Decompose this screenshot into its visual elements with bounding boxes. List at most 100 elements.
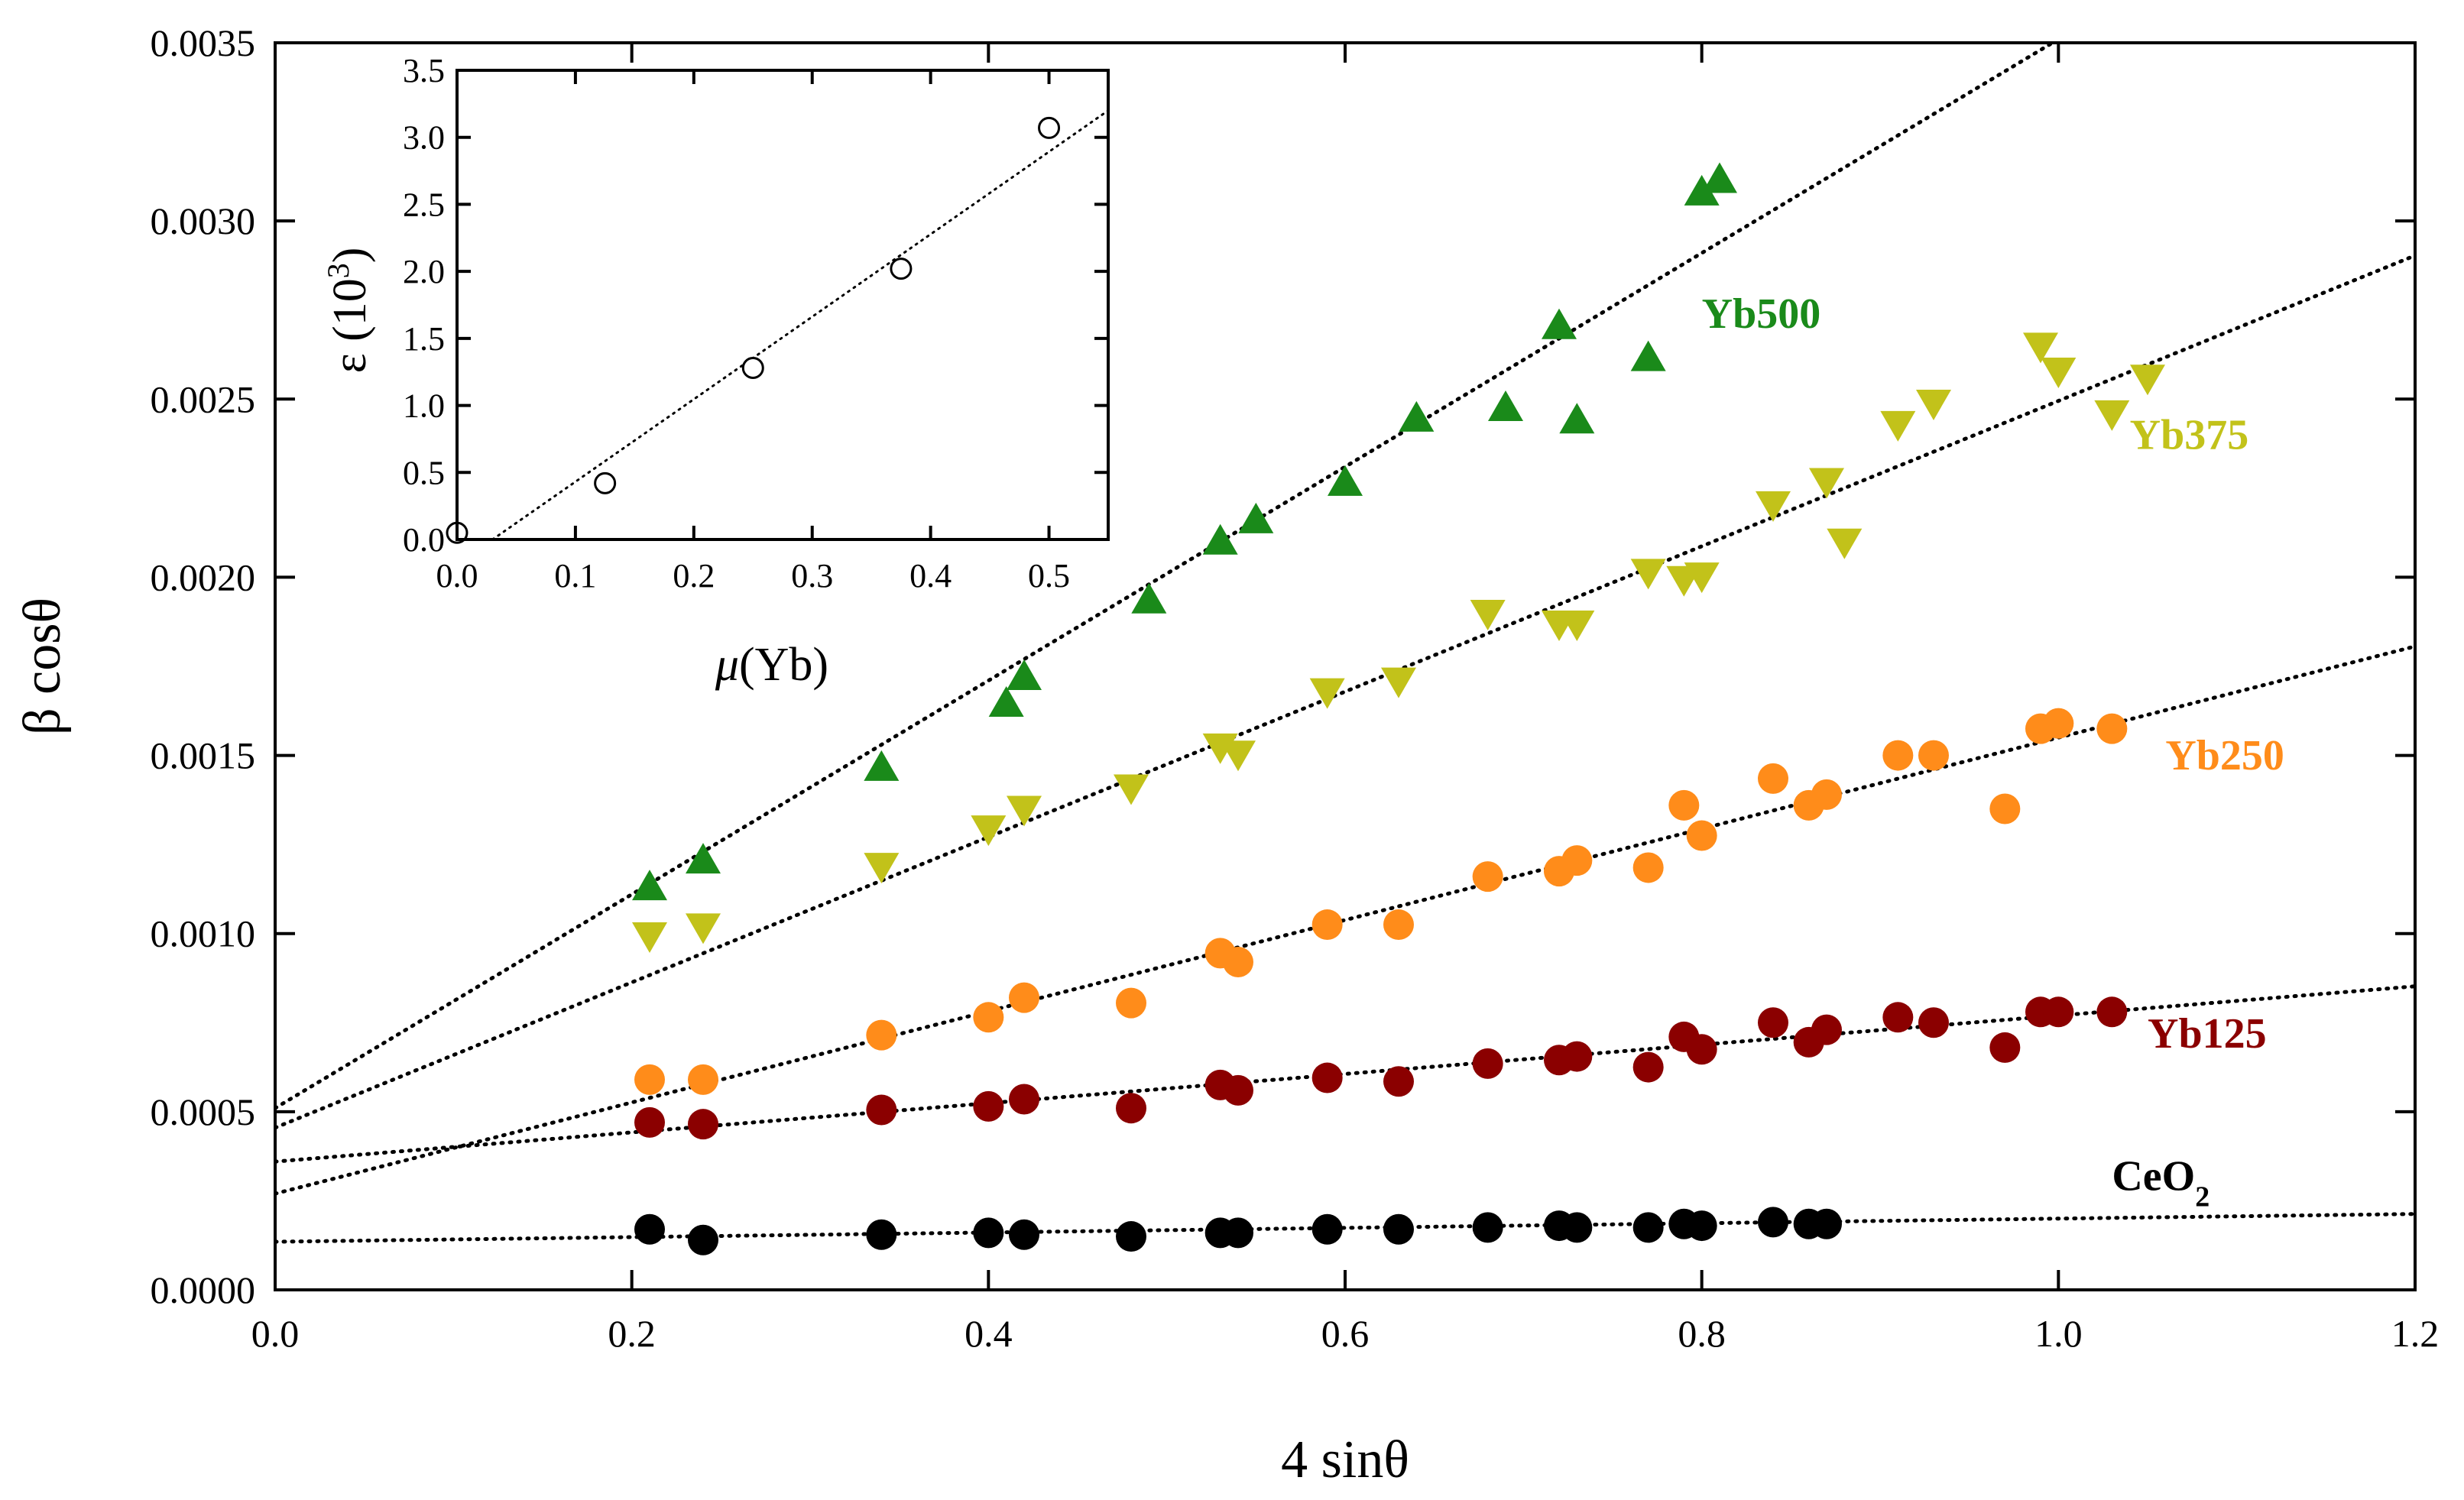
- point-yb125: [1882, 1002, 1914, 1033]
- inset-y-tick-label: 1.0: [403, 387, 445, 425]
- series-label-yb250: Yb250: [2165, 732, 2284, 779]
- inset-y-tick-label: 2.5: [403, 186, 445, 223]
- inset-point: [594, 471, 617, 494]
- point-yb375: [1827, 528, 1863, 559]
- point-yb250: [866, 1019, 897, 1051]
- series-yb375: [632, 332, 2165, 954]
- point-yb125: [1758, 1007, 1788, 1038]
- series-label-text: Yb125: [2148, 1010, 2267, 1058]
- point-yb375: [1309, 678, 1345, 709]
- point-yb125: [1989, 1032, 2021, 1063]
- series-ceo: [634, 1207, 1842, 1255]
- series-label-text: Yb500: [1702, 290, 1821, 338]
- point-yb125: [1116, 1093, 1146, 1124]
- point-yb500: [1007, 659, 1042, 690]
- point-yb500: [988, 685, 1024, 717]
- point-yb500: [1684, 174, 1720, 206]
- point-yb125: [1686, 1034, 1717, 1065]
- point-ceo: [1009, 1219, 1039, 1250]
- y-tick-label: 0.0010: [151, 912, 256, 955]
- inset-plot: 0.0 0.1 0.2 0.3 0.4 0.5 0.0 0.5 1.0 1.5 2.0 2.5 3.0 3…: [321, 52, 1110, 691]
- inset-x-tick-label: 0.5: [1028, 557, 1070, 594]
- point-yb500: [1630, 340, 1666, 371]
- inset-data-points: [446, 116, 1061, 544]
- point-ceo: [1311, 1213, 1343, 1245]
- inset-y-tick-label: 3.5: [403, 52, 445, 89]
- point-yb125: [973, 1090, 1004, 1122]
- point-yb500: [686, 843, 721, 874]
- point-yb375: [1630, 559, 1666, 590]
- series-label-yb375: Yb375: [2130, 412, 2249, 459]
- point-yb250: [973, 1002, 1004, 1033]
- series-label-text: Yb375: [2130, 412, 2249, 459]
- x-tick-label: 1.0: [2034, 1312, 2083, 1355]
- inset-point: [890, 258, 913, 280]
- point-yb250: [688, 1064, 718, 1095]
- point-yb250: [1632, 852, 1664, 883]
- point-ceo: [1811, 1208, 1842, 1239]
- point-yb500: [1488, 390, 1523, 421]
- point-yb125: [1472, 1048, 1503, 1079]
- data-points: [632, 162, 2165, 1255]
- point-ceo: [1686, 1210, 1717, 1242]
- inset-fit: [491, 109, 1110, 541]
- y-tick-label: 0.0035: [151, 21, 256, 64]
- point-yb250: [1383, 909, 1414, 941]
- point-yb375: [2041, 357, 2077, 388]
- main-plot: 0.0 0.2 0.4 0.6 0.8 1.0 1.2 0.0000 0.0005 0.0010 0…: [13, 21, 2440, 1489]
- fit-line-yb375: [275, 253, 2415, 1130]
- point-ceo: [1561, 1212, 1593, 1243]
- y-tick-label: 0.0000: [151, 1268, 256, 1311]
- point-yb125: [1561, 1041, 1593, 1072]
- point-yb250: [1811, 779, 1842, 810]
- inset-y-axis-title-sup: 3: [321, 263, 355, 278]
- point-yb375: [1916, 389, 1951, 420]
- point-yb125: [688, 1109, 718, 1140]
- x-tick-label: 1.2: [2391, 1312, 2440, 1355]
- inset-x-tick-label: 0.1: [554, 557, 596, 594]
- point-yb500: [1542, 308, 1577, 339]
- series-label-text: CeO: [2112, 1152, 2195, 1200]
- point-yb250: [1009, 982, 1039, 1013]
- point-yb250: [1223, 947, 1253, 978]
- series-labels: CeO2 Yb125 Yb250 Yb375 Yb500: [1702, 290, 2284, 1213]
- series-label-yb125: Yb125: [2148, 1010, 2267, 1058]
- series-yb125: [634, 996, 2128, 1140]
- point-yb375: [971, 815, 1007, 847]
- inset-x-tick-label: 0.2: [673, 557, 715, 594]
- point-yb250: [2096, 713, 2128, 744]
- point-yb375: [2130, 364, 2165, 396]
- point-ceo: [866, 1219, 897, 1250]
- point-yb125: [2043, 996, 2074, 1028]
- y-axis-title: β cosθ: [13, 598, 72, 735]
- y-tick-label: 0.0030: [151, 199, 256, 242]
- point-yb375: [686, 913, 721, 944]
- inset-x-axis-title: μ(Yb): [715, 639, 828, 691]
- point-yb500: [1702, 162, 1737, 193]
- point-yb375: [1684, 562, 1720, 594]
- y-tick-label: 0.0020: [151, 556, 256, 598]
- point-yb375: [1880, 410, 1916, 442]
- inset-y-tick-label: 1.5: [403, 320, 445, 358]
- series-label-subscript: 2: [2195, 1181, 2209, 1213]
- x-tick-label: 0.0: [251, 1312, 300, 1355]
- point-ceo: [1632, 1212, 1664, 1243]
- point-yb375: [632, 922, 667, 954]
- point-yb250: [1989, 793, 2021, 825]
- point-yb500: [1131, 582, 1167, 614]
- inset-y-tick-label: 3.0: [403, 119, 445, 157]
- point-yb250: [1472, 861, 1503, 893]
- y-tick-label: 0.0015: [151, 734, 256, 777]
- point-yb250: [1758, 763, 1788, 794]
- x-tick-label: 0.8: [1678, 1312, 1726, 1355]
- point-yb250: [1561, 845, 1593, 876]
- inset-point: [741, 356, 764, 379]
- point-yb250: [1686, 820, 1717, 851]
- point-yb250: [1311, 909, 1343, 941]
- inset-x-tick-label: 0.3: [791, 557, 833, 594]
- series-label-yb500: Yb500: [1702, 290, 1821, 338]
- inset-y-axis-title-end: ): [324, 248, 376, 264]
- point-ceo: [1758, 1207, 1788, 1238]
- y-tick-label: 0.0025: [151, 377, 256, 420]
- point-yb125: [1632, 1051, 1664, 1083]
